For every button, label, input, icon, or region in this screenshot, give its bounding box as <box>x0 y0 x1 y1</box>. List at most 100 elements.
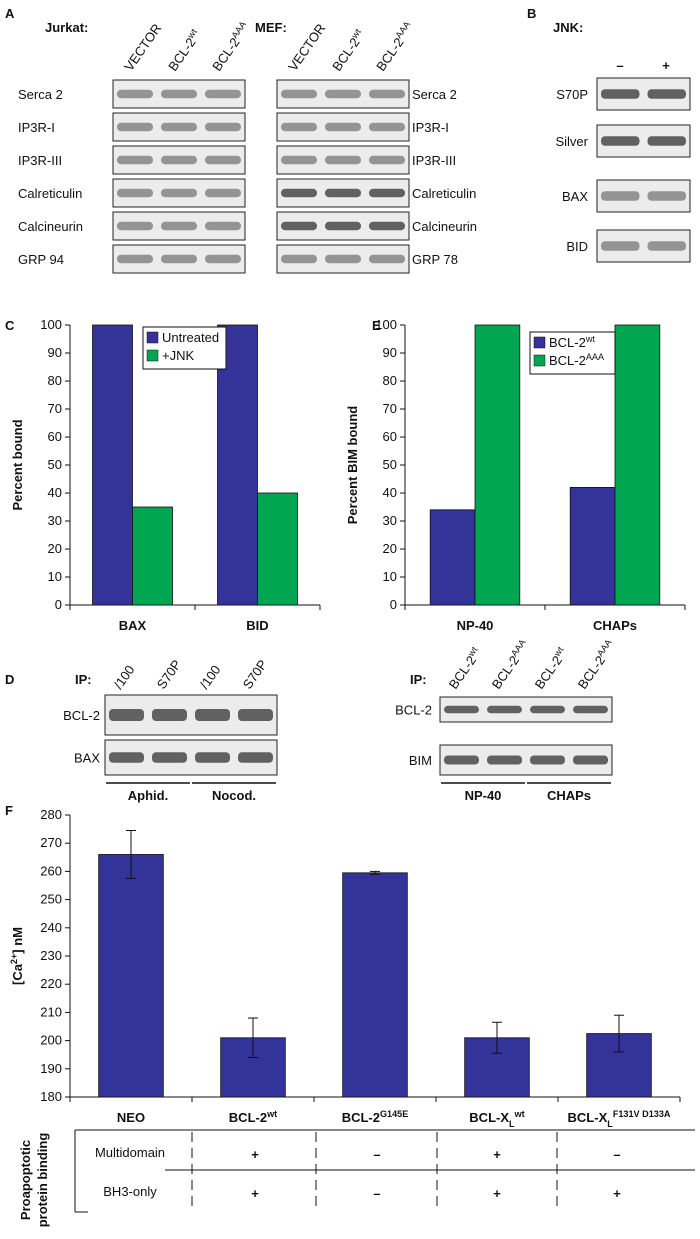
lane-label-part: AAA <box>509 637 528 658</box>
table-cell: + <box>613 1186 621 1201</box>
table-cell: + <box>251 1147 259 1162</box>
lane-label: VECTOR <box>121 21 164 74</box>
blot-band <box>161 254 197 264</box>
lane-label: BCL-2AAA <box>208 19 253 74</box>
blot-band <box>117 254 153 264</box>
row-label: BAX <box>562 189 588 204</box>
blot-band <box>109 752 144 763</box>
row-label: Serca 2 <box>412 87 457 102</box>
bar <box>614 324 661 606</box>
blot-band <box>369 221 405 231</box>
lane-label-part: BCL-2 <box>373 35 406 74</box>
blot-band <box>117 221 153 231</box>
panel-letter: C <box>5 318 15 333</box>
blot-band <box>487 755 522 765</box>
legend-swatch <box>533 336 546 349</box>
blot-band <box>444 705 479 714</box>
row-label: BCL-2 <box>63 708 100 723</box>
lane-label-part: BCL-2 <box>446 653 479 692</box>
legend-label: +JNK <box>162 348 194 363</box>
y-tick-label: 50 <box>48 457 62 472</box>
blot-band <box>281 122 317 132</box>
y-tick-label: 280 <box>40 807 62 822</box>
blot-band <box>369 254 405 264</box>
blot-band <box>161 155 197 165</box>
x-tick-label: CHAPs <box>593 618 637 633</box>
row-label: Calreticulin <box>18 186 82 201</box>
blot-band <box>325 221 361 231</box>
blot-band <box>109 709 144 721</box>
x-tick-label: BID <box>246 618 268 633</box>
blot-band <box>205 188 241 198</box>
blot-band <box>117 188 153 198</box>
lane-label: S70P <box>240 657 271 692</box>
blot-band <box>152 709 187 721</box>
y-tick-label: 190 <box>40 1061 62 1076</box>
table-cell: – <box>373 1147 380 1162</box>
panel-letter: A <box>5 6 15 21</box>
blot-band <box>487 705 522 714</box>
x-tick-label: BAX <box>119 618 147 633</box>
legend-label: BCL-2AAA <box>549 352 605 368</box>
blot-band <box>325 122 361 132</box>
blot-band <box>281 155 317 165</box>
x-tick-label-part: BCL-X <box>568 1110 608 1125</box>
table-cell: + <box>251 1186 259 1201</box>
y-tick-label: 50 <box>383 457 397 472</box>
x-tick-label-part: wt <box>514 1109 525 1119</box>
blot-band <box>205 89 241 99</box>
row-label: BAX <box>74 751 100 766</box>
error-bar <box>126 830 136 879</box>
table-cell: – <box>373 1186 380 1201</box>
blot-band <box>152 752 187 763</box>
table-cell: + <box>493 1186 501 1201</box>
lane-label: BCL-2AAA <box>574 637 619 692</box>
y-axis-label: Percent BIM bound <box>345 406 360 525</box>
row-label: IP3R-III <box>412 153 456 168</box>
blot-band <box>281 221 317 231</box>
panel-letter: D <box>5 672 14 687</box>
blot-title: MEF: <box>255 20 287 35</box>
x-tick-label: NP-40 <box>457 618 494 633</box>
blot-band <box>161 122 197 132</box>
y-tick-label: 80 <box>383 373 397 388</box>
y-tick-label: 90 <box>48 345 62 360</box>
y-tick-label: 250 <box>40 892 62 907</box>
row-label: Silver <box>555 134 588 149</box>
panel-letter: E <box>372 318 381 333</box>
legend-swatch <box>533 354 546 367</box>
y-tick-label: 20 <box>48 541 62 556</box>
blot-band <box>369 188 405 198</box>
y-axis-label: [Ca2+] nM <box>9 927 25 985</box>
blot-band <box>573 755 608 765</box>
ip-label: IP: <box>75 672 92 687</box>
blot-band <box>601 241 640 251</box>
blot-band <box>369 122 405 132</box>
row-label: Calreticulin <box>412 186 476 201</box>
x-tick-label-part: BCL-X <box>469 1110 509 1125</box>
lane-label-part: BCL-2 <box>489 653 522 692</box>
blot-band <box>325 155 361 165</box>
x-tick-label-part: BCL-2 <box>229 1110 267 1125</box>
row-label: BID <box>566 239 588 254</box>
bar <box>429 509 476 606</box>
y-tick-label: 60 <box>383 429 397 444</box>
lane-label: + <box>662 58 670 73</box>
lane-label-part: BCL-2 <box>165 35 198 74</box>
blot-band <box>238 752 273 763</box>
y-tick-label: 210 <box>40 1004 62 1019</box>
panel-letter: B <box>527 6 536 21</box>
blot-title: Jurkat: <box>45 20 88 35</box>
y-tick-label: 100 <box>375 317 397 332</box>
y-tick-label: 180 <box>40 1089 62 1104</box>
bar <box>217 324 258 606</box>
x-tick-label: BCL-2wt <box>229 1109 277 1125</box>
lane-label: BCL-2wt <box>531 645 571 692</box>
error-bar <box>614 1014 624 1053</box>
lane-label: BCL-2wt <box>445 645 485 692</box>
row-label: GRP 94 <box>18 252 64 267</box>
y-tick-label: 200 <box>40 1033 62 1048</box>
blot-band <box>238 709 273 721</box>
blot-band <box>369 89 405 99</box>
